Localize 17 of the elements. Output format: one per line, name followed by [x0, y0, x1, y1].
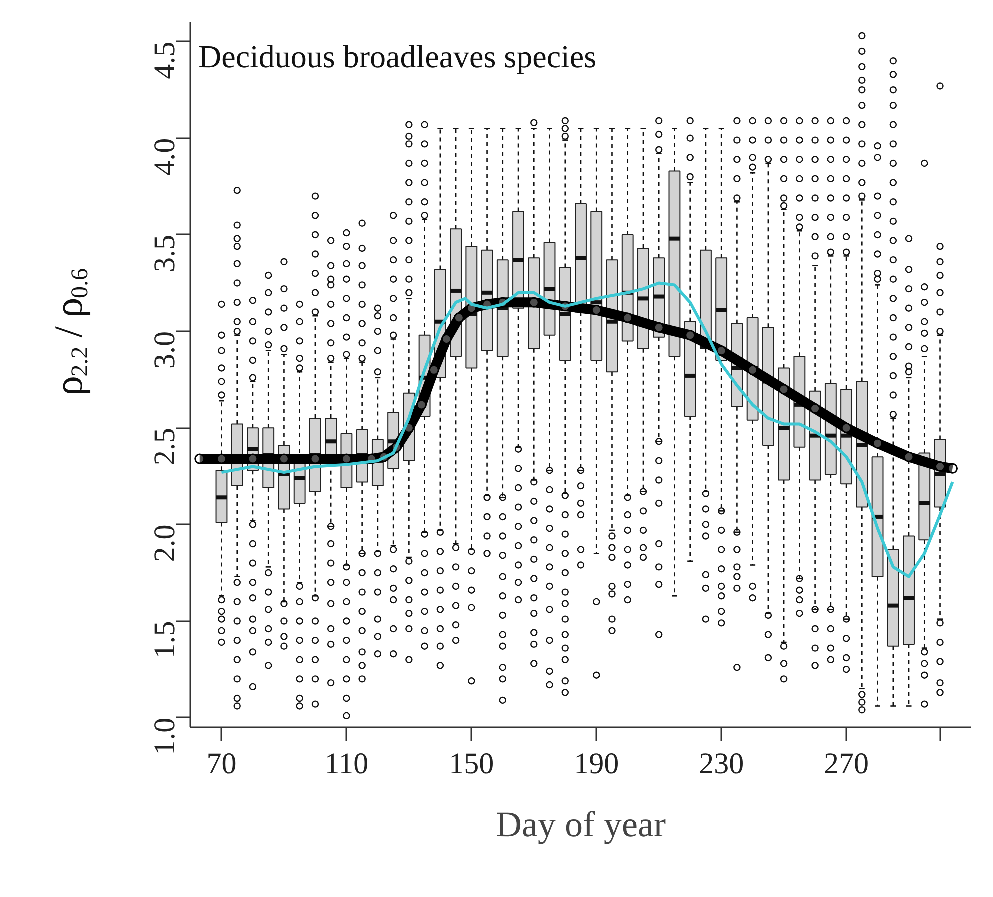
- x-tick-label: 150: [449, 748, 494, 780]
- y-tick-label: 4.0: [148, 138, 182, 176]
- y-tick-label: 3.0: [148, 332, 182, 370]
- y-tick-label: 1.5: [148, 621, 182, 659]
- x-tick-label: 190: [574, 748, 620, 780]
- y-tick-label: 4.5: [148, 42, 182, 80]
- y-tick-label: 3.5: [148, 234, 182, 272]
- y-tick-label: 1.0: [148, 718, 182, 756]
- y-axis-title: ρ2.2 / ρ0.6: [46, 268, 94, 396]
- x-tick-label: 230: [699, 748, 744, 780]
- text: Deciduous broadleaves species: [198, 38, 597, 74]
- y-tick-label: 2.5: [148, 428, 182, 466]
- x-tick-label: 110: [324, 748, 369, 780]
- x-axis-title: Day of year: [496, 804, 666, 844]
- x-tick-label: 270: [824, 748, 870, 780]
- x-tick-label: 70: [206, 748, 237, 780]
- y-tick-label: 2.0: [148, 524, 182, 562]
